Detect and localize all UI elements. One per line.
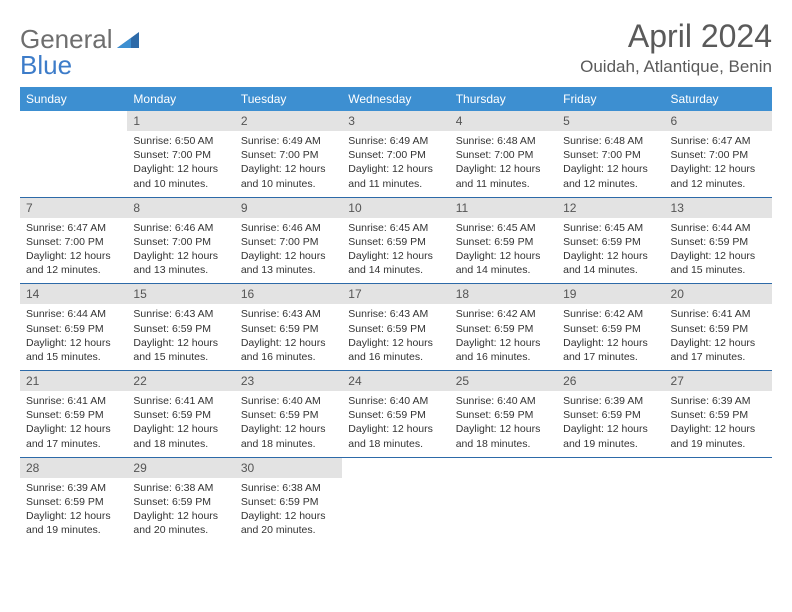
daynum-row: 21222324252627 bbox=[20, 371, 772, 392]
day-number: 28 bbox=[20, 457, 127, 478]
detail-row: Sunrise: 6:41 AMSunset: 6:59 PMDaylight:… bbox=[20, 391, 772, 457]
day-detail: Sunrise: 6:45 AMSunset: 6:59 PMDaylight:… bbox=[450, 218, 557, 284]
dow-cell: Tuesday bbox=[235, 87, 342, 111]
dow-cell: Saturday bbox=[665, 87, 772, 111]
day-number: 21 bbox=[20, 371, 127, 392]
day-number bbox=[557, 457, 664, 478]
day-number bbox=[665, 457, 772, 478]
logo-triangle-icon bbox=[117, 32, 139, 50]
day-detail: Sunrise: 6:47 AMSunset: 7:00 PMDaylight:… bbox=[665, 131, 772, 197]
day-detail bbox=[557, 478, 664, 544]
day-detail: Sunrise: 6:39 AMSunset: 6:59 PMDaylight:… bbox=[557, 391, 664, 457]
day-number: 27 bbox=[665, 371, 772, 392]
day-detail bbox=[450, 478, 557, 544]
day-detail: Sunrise: 6:41 AMSunset: 6:59 PMDaylight:… bbox=[20, 391, 127, 457]
day-detail: Sunrise: 6:44 AMSunset: 6:59 PMDaylight:… bbox=[20, 304, 127, 370]
day-detail: Sunrise: 6:44 AMSunset: 6:59 PMDaylight:… bbox=[665, 218, 772, 284]
daynum-row: 282930 bbox=[20, 457, 772, 478]
detail-row: Sunrise: 6:50 AMSunset: 7:00 PMDaylight:… bbox=[20, 131, 772, 197]
day-detail bbox=[342, 478, 449, 544]
day-number: 10 bbox=[342, 197, 449, 218]
day-detail: Sunrise: 6:43 AMSunset: 6:59 PMDaylight:… bbox=[235, 304, 342, 370]
day-detail: Sunrise: 6:48 AMSunset: 7:00 PMDaylight:… bbox=[557, 131, 664, 197]
dow-cell: Thursday bbox=[450, 87, 557, 111]
day-detail: Sunrise: 6:47 AMSunset: 7:00 PMDaylight:… bbox=[20, 218, 127, 284]
day-number: 17 bbox=[342, 284, 449, 305]
day-detail: Sunrise: 6:49 AMSunset: 7:00 PMDaylight:… bbox=[235, 131, 342, 197]
day-number: 26 bbox=[557, 371, 664, 392]
day-number: 25 bbox=[450, 371, 557, 392]
day-detail: Sunrise: 6:43 AMSunset: 6:59 PMDaylight:… bbox=[127, 304, 234, 370]
detail-row: Sunrise: 6:47 AMSunset: 7:00 PMDaylight:… bbox=[20, 218, 772, 284]
dow-cell: Monday bbox=[127, 87, 234, 111]
day-number: 22 bbox=[127, 371, 234, 392]
day-number: 30 bbox=[235, 457, 342, 478]
day-detail: Sunrise: 6:40 AMSunset: 6:59 PMDaylight:… bbox=[342, 391, 449, 457]
day-detail: Sunrise: 6:42 AMSunset: 6:59 PMDaylight:… bbox=[450, 304, 557, 370]
day-number: 29 bbox=[127, 457, 234, 478]
daynum-row: 14151617181920 bbox=[20, 284, 772, 305]
day-detail: Sunrise: 6:40 AMSunset: 6:59 PMDaylight:… bbox=[235, 391, 342, 457]
day-number: 23 bbox=[235, 371, 342, 392]
day-number: 4 bbox=[450, 111, 557, 131]
daynum-row: 78910111213 bbox=[20, 197, 772, 218]
title-block: April 2024 Ouidah, Atlantique, Benin bbox=[580, 18, 772, 77]
day-number: 12 bbox=[557, 197, 664, 218]
day-number: 9 bbox=[235, 197, 342, 218]
detail-row: Sunrise: 6:44 AMSunset: 6:59 PMDaylight:… bbox=[20, 304, 772, 370]
logo-text-blue: Blue bbox=[20, 50, 72, 81]
day-number: 14 bbox=[20, 284, 127, 305]
day-detail: Sunrise: 6:46 AMSunset: 7:00 PMDaylight:… bbox=[127, 218, 234, 284]
dow-cell: Wednesday bbox=[342, 87, 449, 111]
day-number: 3 bbox=[342, 111, 449, 131]
header: General April 2024 Ouidah, Atlantique, B… bbox=[20, 18, 772, 77]
day-number: 5 bbox=[557, 111, 664, 131]
day-detail bbox=[20, 131, 127, 197]
day-number: 7 bbox=[20, 197, 127, 218]
day-number: 13 bbox=[665, 197, 772, 218]
day-detail: Sunrise: 6:46 AMSunset: 7:00 PMDaylight:… bbox=[235, 218, 342, 284]
day-number: 20 bbox=[665, 284, 772, 305]
day-detail: Sunrise: 6:48 AMSunset: 7:00 PMDaylight:… bbox=[450, 131, 557, 197]
day-detail: Sunrise: 6:42 AMSunset: 6:59 PMDaylight:… bbox=[557, 304, 664, 370]
day-number bbox=[20, 111, 127, 131]
day-detail: Sunrise: 6:50 AMSunset: 7:00 PMDaylight:… bbox=[127, 131, 234, 197]
day-number bbox=[450, 457, 557, 478]
calendar-table: SundayMondayTuesdayWednesdayThursdayFrid… bbox=[20, 87, 772, 543]
day-detail: Sunrise: 6:45 AMSunset: 6:59 PMDaylight:… bbox=[342, 218, 449, 284]
day-number: 8 bbox=[127, 197, 234, 218]
day-number: 11 bbox=[450, 197, 557, 218]
day-number: 16 bbox=[235, 284, 342, 305]
dow-cell: Sunday bbox=[20, 87, 127, 111]
day-detail: Sunrise: 6:40 AMSunset: 6:59 PMDaylight:… bbox=[450, 391, 557, 457]
day-detail: Sunrise: 6:38 AMSunset: 6:59 PMDaylight:… bbox=[127, 478, 234, 544]
dow-row: SundayMondayTuesdayWednesdayThursdayFrid… bbox=[20, 87, 772, 111]
day-detail: Sunrise: 6:41 AMSunset: 6:59 PMDaylight:… bbox=[127, 391, 234, 457]
day-detail: Sunrise: 6:41 AMSunset: 6:59 PMDaylight:… bbox=[665, 304, 772, 370]
day-number: 2 bbox=[235, 111, 342, 131]
day-number: 15 bbox=[127, 284, 234, 305]
day-detail: Sunrise: 6:43 AMSunset: 6:59 PMDaylight:… bbox=[342, 304, 449, 370]
day-number: 24 bbox=[342, 371, 449, 392]
dow-cell: Friday bbox=[557, 87, 664, 111]
day-detail: Sunrise: 6:39 AMSunset: 6:59 PMDaylight:… bbox=[20, 478, 127, 544]
daynum-row: 123456 bbox=[20, 111, 772, 131]
day-number: 18 bbox=[450, 284, 557, 305]
day-detail: Sunrise: 6:39 AMSunset: 6:59 PMDaylight:… bbox=[665, 391, 772, 457]
day-detail: Sunrise: 6:49 AMSunset: 7:00 PMDaylight:… bbox=[342, 131, 449, 197]
day-detail: Sunrise: 6:45 AMSunset: 6:59 PMDaylight:… bbox=[557, 218, 664, 284]
detail-row: Sunrise: 6:39 AMSunset: 6:59 PMDaylight:… bbox=[20, 478, 772, 544]
day-detail: Sunrise: 6:38 AMSunset: 6:59 PMDaylight:… bbox=[235, 478, 342, 544]
day-number: 19 bbox=[557, 284, 664, 305]
day-detail bbox=[665, 478, 772, 544]
day-number bbox=[342, 457, 449, 478]
location: Ouidah, Atlantique, Benin bbox=[580, 57, 772, 77]
day-number: 6 bbox=[665, 111, 772, 131]
month-title: April 2024 bbox=[580, 18, 772, 55]
day-number: 1 bbox=[127, 111, 234, 131]
